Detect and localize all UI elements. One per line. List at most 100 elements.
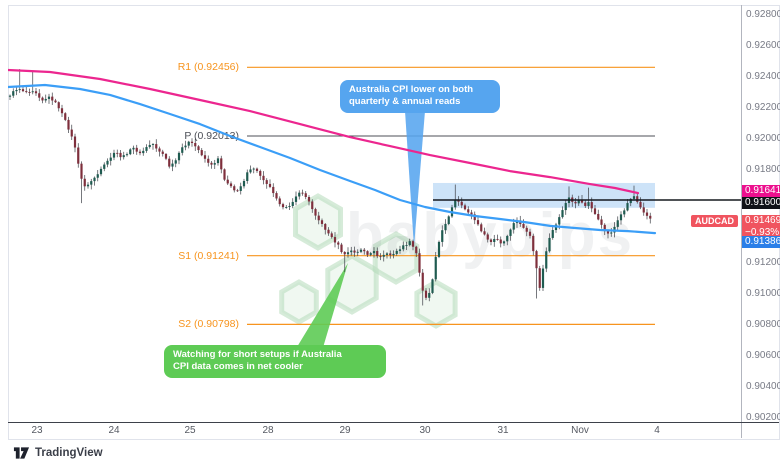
- candle: [623, 210, 626, 215]
- candle: [467, 209, 470, 213]
- candle: [151, 144, 155, 145]
- y-axis-tick: 0.92600: [746, 40, 780, 51]
- candle: [138, 151, 142, 154]
- y-axis-tick: 0.91000: [746, 288, 780, 300]
- candle: [12, 91, 15, 96]
- candle: [83, 178, 86, 187]
- candle: [424, 290, 428, 298]
- candle: [148, 144, 151, 148]
- candle: [353, 250, 356, 253]
- pivot-label-r1: R1 (0.92456): [177, 61, 239, 74]
- candle: [311, 201, 314, 210]
- candle: [369, 253, 372, 255]
- moving-average-slow[interactable]: [8, 83, 657, 235]
- candle: [132, 147, 135, 150]
- candle: [41, 97, 44, 101]
- candle: [551, 230, 554, 238]
- candle: [346, 252, 350, 255]
- tradingview-logo-icon: [13, 447, 30, 459]
- candle: [184, 145, 187, 148]
- candle: [125, 154, 129, 156]
- candle: [317, 215, 320, 221]
- candle: [304, 193, 307, 198]
- candle: [632, 196, 636, 199]
- candle: [249, 169, 252, 173]
- candle: [281, 204, 285, 208]
- candle: [307, 197, 311, 202]
- tradingview-attribution-link[interactable]: TradingView: [13, 446, 103, 460]
- candle: [561, 210, 564, 218]
- callout-cpi-tail: [405, 111, 425, 247]
- x-axis-tick: 29: [339, 425, 351, 436]
- candle: [90, 181, 93, 185]
- candle: [366, 251, 369, 255]
- candle: [200, 150, 203, 156]
- candle: [320, 220, 324, 224]
- candle: [512, 223, 515, 230]
- candle: [584, 202, 587, 206]
- candle: [119, 152, 122, 158]
- candle: [337, 242, 340, 245]
- candle: [603, 224, 606, 232]
- candle: [96, 174, 99, 178]
- callout-setup-tail: [297, 263, 348, 351]
- candle: [252, 168, 255, 170]
- candle: [259, 170, 262, 176]
- candle: [25, 91, 28, 93]
- candle: [590, 202, 593, 209]
- candle: [47, 96, 51, 99]
- candle: [77, 147, 80, 164]
- candle: [210, 162, 213, 165]
- candle: [285, 207, 288, 208]
- candle: [44, 98, 47, 101]
- candle: [122, 155, 125, 158]
- candle: [220, 158, 223, 170]
- candle: [356, 251, 359, 253]
- candle: [168, 158, 171, 167]
- candle: [246, 172, 249, 181]
- callout-setup-note[interactable]: Watching for short setups if Australia C…: [164, 345, 386, 378]
- candle: [506, 235, 509, 242]
- pivot-label-s1: S1 (0.91241): [178, 249, 239, 262]
- plot-area[interactable]: babypips: [8, 66, 657, 351]
- candle: [80, 163, 83, 179]
- candle: [213, 163, 216, 165]
- candle: [294, 196, 298, 202]
- resistance-zone-box[interactable]: [433, 182, 655, 208]
- candle: [470, 212, 473, 215]
- candle: [538, 268, 541, 288]
- candle: [379, 256, 382, 258]
- candle: [616, 220, 619, 227]
- y-axis-tick: 0.90600: [746, 350, 780, 362]
- candle: [645, 212, 649, 216]
- candle: [454, 200, 457, 208]
- moving-average-fast[interactable]: [8, 68, 640, 195]
- x-axis-tick: 25: [184, 425, 196, 436]
- candle: [158, 148, 161, 152]
- candle: [181, 147, 184, 153]
- candle: [15, 89, 18, 92]
- candle: [532, 235, 535, 252]
- candle: [340, 244, 343, 253]
- candle: [587, 202, 590, 206]
- callout-cpi-note[interactable]: Australia CPI lower on both quarterly & …: [340, 80, 500, 113]
- candle: [333, 237, 337, 243]
- x-axis-tick: 4: [654, 425, 660, 436]
- candle: [639, 201, 642, 208]
- symbol-chip: AUDCAD: [691, 215, 738, 227]
- candle: [428, 292, 431, 298]
- candle: [408, 241, 411, 246]
- candle: [525, 227, 528, 232]
- candle: [463, 205, 467, 210]
- candle: [636, 196, 639, 202]
- candle: [278, 198, 281, 205]
- candle: [486, 234, 489, 240]
- candle: [34, 91, 38, 94]
- candle: [236, 190, 239, 192]
- candle: [593, 208, 597, 214]
- ma-slow-price-badge: 0.91386: [742, 236, 780, 248]
- last-price-badge: 0.91469 −0.93%: [742, 215, 780, 239]
- candle: [402, 245, 405, 250]
